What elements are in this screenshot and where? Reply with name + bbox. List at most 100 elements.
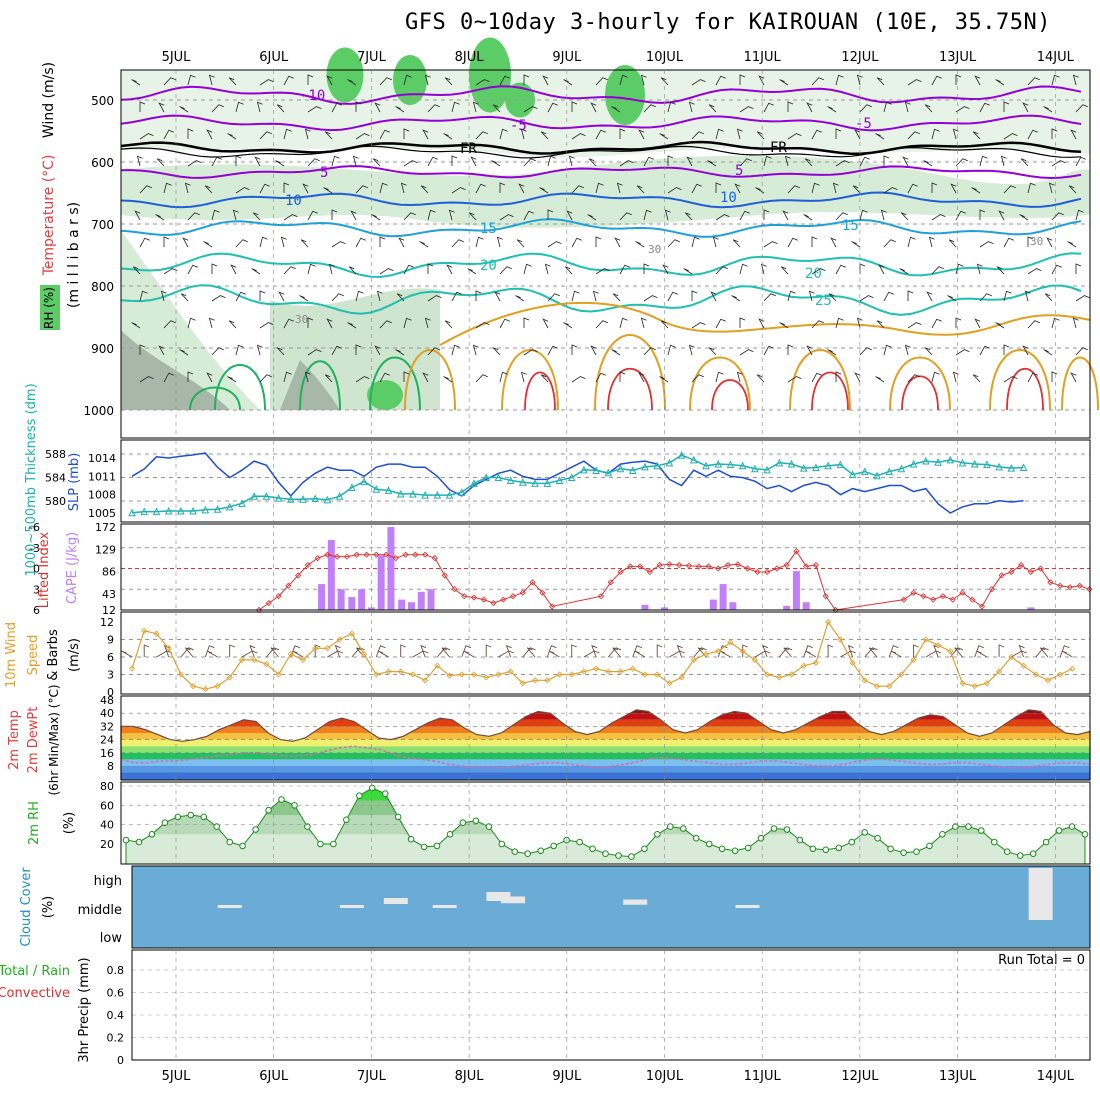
- cape-bar: [661, 607, 668, 610]
- wind-barb: [736, 371, 743, 383]
- wind-barb: [259, 183, 270, 194]
- thickness-point: [274, 493, 283, 502]
- temp-tick-label: 32: [100, 720, 114, 733]
- wind-speed-point: [788, 671, 795, 678]
- lifted-index-point: [597, 593, 605, 600]
- temp-band: [121, 772, 1090, 780]
- rh-high-blob: [393, 55, 427, 105]
- wind-speed-point: [361, 651, 368, 658]
- hot-contour: [1006, 368, 1044, 411]
- wind-barb: [656, 644, 663, 657]
- wind-barb: [890, 650, 902, 658]
- thickness-point: [958, 458, 967, 467]
- wind-barb: [756, 374, 765, 383]
- lifted-index-point: [382, 551, 390, 558]
- lifted-index-point: [412, 551, 419, 558]
- lifted-index-point: [920, 593, 927, 600]
- cloud-bar: [383, 898, 408, 904]
- wind-speed-point: [422, 677, 429, 684]
- wind-barb: [571, 644, 577, 657]
- wind-barb: [715, 371, 724, 383]
- thickness-point: [384, 486, 393, 494]
- date-label-bottom: 13JUL: [939, 1069, 977, 1084]
- wind-speed-point: [629, 665, 636, 672]
- thickness-point: [470, 479, 478, 487]
- rh-point: [472, 817, 480, 825]
- warm-contour: [404, 349, 456, 411]
- wind-barb: [211, 347, 224, 356]
- lifted-index-point: [422, 551, 429, 558]
- thickness-point: [519, 478, 527, 486]
- date-label-top: 13JUL: [939, 50, 977, 65]
- rh-frame: [120, 781, 1091, 865]
- lifted-index-point: [509, 593, 517, 600]
- wind-barb: [691, 131, 704, 140]
- wind-barb: [131, 322, 141, 329]
- wind-barb: [1046, 237, 1053, 248]
- wind-barb: [782, 210, 789, 221]
- wind-barb: [444, 320, 453, 329]
- wind-barb: [499, 371, 508, 383]
- wind-barb: [475, 131, 488, 140]
- wind-barb: [883, 155, 890, 166]
- wind-speed-point: [299, 656, 307, 663]
- wind-barb: [182, 237, 189, 248]
- wind-barb: [540, 131, 549, 140]
- wind-barb: [811, 182, 820, 194]
- rh-axis-label: RH (%): [42, 287, 56, 329]
- wind-barb: [134, 210, 141, 221]
- wind-barb: [227, 133, 237, 140]
- rh-point: [822, 846, 830, 854]
- rh-point: [692, 834, 700, 842]
- thickness-point: [873, 471, 881, 480]
- thickness-point: [909, 459, 918, 468]
- wind-barb: [763, 345, 774, 356]
- thickness-point: [751, 464, 759, 473]
- wind-barb: [643, 156, 654, 167]
- wind-barb: [229, 644, 235, 657]
- wind-speed-point: [470, 671, 478, 678]
- wind-barb: [516, 239, 525, 248]
- lifted-tick-label: 6: [33, 604, 40, 617]
- wind-barb: [132, 266, 141, 275]
- wind-barb: [187, 128, 194, 139]
- wind-barb: [643, 347, 656, 356]
- wind-barb: [763, 209, 770, 220]
- wind-barb: [611, 106, 621, 113]
- wind-speed-point: [751, 656, 758, 663]
- wind-barb: [328, 263, 335, 275]
- wind-barb: [526, 647, 536, 658]
- wind-barb: [739, 210, 750, 221]
- wind-barb: [350, 210, 357, 221]
- wind-barb: [254, 156, 261, 167]
- wind-barb: [379, 129, 390, 140]
- wind-speed-point: [678, 674, 685, 681]
- date-label-top: 12JUL: [841, 50, 879, 65]
- wind-barb: [864, 647, 878, 658]
- wind-barb: [180, 293, 189, 302]
- wind-barb: [979, 155, 988, 167]
- lifted-index-point: [676, 561, 683, 569]
- lifted-index-point: [275, 593, 282, 600]
- wind-barb: [235, 291, 246, 302]
- isotherm-label: FR: [460, 141, 477, 157]
- wind-barb: [835, 371, 842, 382]
- rh-point: [602, 850, 609, 858]
- rh-point: [343, 816, 350, 824]
- wind-barb: [571, 101, 578, 112]
- wind-barb: [1072, 74, 1079, 86]
- lifted-tick-label: -3: [29, 542, 40, 555]
- wind-barb: [180, 647, 194, 658]
- wind-barb: [787, 344, 794, 355]
- wind-barb: [667, 101, 676, 113]
- wind-barb: [492, 347, 501, 356]
- cape-bar: [387, 527, 395, 610]
- wind-units-label: (m/s): [67, 638, 82, 672]
- thickness-point: [140, 507, 149, 516]
- wind-barb: [304, 371, 311, 383]
- wind-barb: [520, 128, 527, 140]
- lifted-index-point: [392, 555, 399, 562]
- wind-barb: [211, 295, 226, 302]
- wind-barb: [307, 317, 314, 328]
